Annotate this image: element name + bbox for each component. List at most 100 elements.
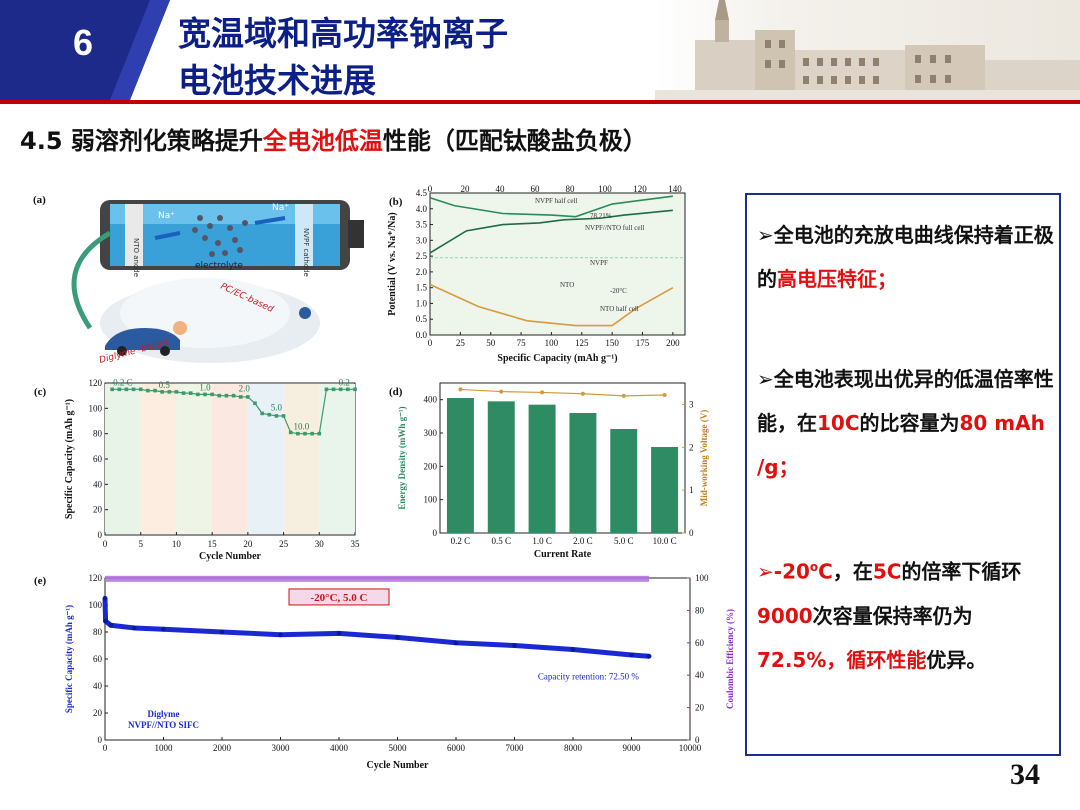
chart-e-capacity-point: [336, 630, 342, 636]
chart-e-xlabel: Cycle Number: [367, 760, 429, 771]
page-title: 宽温域和高功率钠离子 电池技术进展: [178, 10, 508, 104]
chart-e-capacity-point: [570, 647, 576, 652]
chart-d-voltage-point: [662, 393, 667, 397]
chart-b-ytick-label: 1.5: [416, 283, 428, 293]
chart-b-series-1: [429, 195, 673, 218]
section-heading: 4.5 弱溶剂化策略提升全电池低温性能（匹配钛酸盐负极）: [20, 121, 647, 156]
chart-c-xtick-label: 15: [208, 539, 218, 549]
chart-b-annotation: NTO half cell: [600, 305, 639, 313]
bullet3-text-a: ，在: [832, 559, 873, 584]
chart-b-ytick-label: 0.5: [416, 314, 428, 324]
chart-c-point: [246, 395, 250, 399]
bullet3-degree: o: [809, 560, 819, 574]
chart-d-xlabel: Current Rate: [534, 549, 592, 560]
panel-a-schematic: (a) NTO anode NVPF cathode Na⁺ Na⁺ elect…: [30, 188, 380, 363]
chart-c-point: [331, 387, 336, 392]
chart-c-point: [153, 388, 157, 393]
chart-e-y2tick-label: 60: [695, 638, 705, 648]
chart-d-y2tick-label: 0: [689, 528, 694, 538]
chart-d-category-label: 0.2 C: [451, 536, 471, 546]
chart-b-ytick-label: 4.0: [416, 204, 428, 214]
chart-b-top-tick-label: 120: [633, 185, 647, 194]
chart-b-annotation: NVPF half cell: [535, 197, 577, 205]
chart-c-point: [146, 388, 150, 393]
chart-d-y2tick-label: 1: [689, 485, 694, 495]
chart-c-rate-capability: (c) 0 5 10 15 20 25 30 35 0 20 40 60 80 100 120 Cycle Nu…: [30, 375, 375, 565]
chart-e-legend-2: NVPF//NTO SIFC: [128, 720, 199, 730]
chart-d-ytick-label: 200: [424, 461, 438, 471]
chart-c-ytick-label: 0: [98, 530, 103, 540]
chart-d-voltage-line: [460, 388, 665, 397]
chart-b-xtick-label: 200: [666, 338, 680, 348]
chart-b-top-tick-label: 20: [461, 185, 471, 194]
chart-c-point: [238, 395, 243, 399]
chart-c-point: [310, 431, 314, 436]
chart-e-y2label: Coulombic Efficiency (%): [725, 609, 735, 709]
chart-b-ytick-label: 4.5: [416, 188, 428, 198]
chart-c-point: [274, 414, 279, 418]
bullet2-highlight-2: 80 mAh /g；: [757, 411, 1045, 479]
chart-c-point: [324, 387, 329, 392]
chart-e-y2tick-label: 20: [695, 703, 705, 713]
chart-d-ytick-label: 0: [433, 528, 438, 538]
chart-b-top-tick-label: 0: [428, 185, 433, 194]
chart-c-point: [260, 411, 264, 416]
chart-e-xtick-label: 0: [103, 743, 108, 753]
chart-b-xtick-label: 125: [575, 338, 589, 348]
chart-b-annotation: NVPF//NTO full cell: [585, 224, 644, 232]
chart-c-point: [196, 392, 200, 397]
chart-b-top-tick-label: 40: [496, 185, 506, 194]
chart-b-xlabel: Specific Capacity (mAh g⁻¹): [497, 353, 617, 364]
bullet2-text-a: 全电池表现出优异的低温倍率性能，在: [757, 367, 1054, 435]
chart-c-point: [160, 390, 164, 394]
bullet3-highlight-cycles: 9000: [757, 603, 813, 628]
chart-d-voltage-point: [458, 387, 463, 392]
chart-c-point: [267, 412, 272, 417]
chart-e-ytick-label: 80: [93, 627, 103, 637]
chart-c-label: (c): [34, 386, 47, 398]
chart-e-long-cycling: (e)0 1000 2000 3000 4000 5000 6000 7000 8000 9000…: [30, 568, 755, 773]
chart-c-rate-label: 5.0: [271, 403, 283, 413]
chart-e-xtick-label: 8000: [564, 743, 583, 753]
chart-e-condition: -20°C, 5.0 C: [311, 592, 368, 604]
bullet-1: ➢全电池的充放电曲线保持着正极的高电压特征；: [757, 223, 1054, 291]
chart-d-energy-density: (d)0.2 C 0.5 C 1.0 C 2.0 C 5.0 C 10.0 C010020…: [385, 375, 715, 565]
heading-prefix: 4.5 弱溶剂化策略提升: [20, 127, 263, 155]
chart-e-label: (e): [34, 575, 47, 587]
chart-c-xtick-label: 5: [138, 539, 143, 549]
title-line1: 宽温域和高功率钠离子: [178, 14, 508, 53]
chart-b-xtick-label: 0: [428, 338, 433, 348]
chart-d-bar: [446, 398, 474, 533]
chart-b-xtick-label: 175: [636, 338, 650, 348]
chart-e-xtick-label: 1000: [155, 743, 174, 753]
chart-c-rate-label: 1.0: [199, 382, 211, 392]
chart-c-point: [188, 391, 193, 395]
chart-c-xtick-label: 10: [172, 539, 182, 549]
chart-c-rate-label: 0.5: [159, 380, 171, 390]
chart-c-point: [203, 392, 207, 397]
chart-b-label: (b): [389, 196, 403, 208]
chart-c-point: [217, 393, 222, 398]
campus-building-image: [655, 0, 1080, 102]
chart-e-ytick-label: 100: [89, 600, 103, 610]
chart-e-y2tick-label: 100: [695, 573, 709, 583]
chart-e-capacity-point: [278, 632, 283, 638]
chart-e-capacity-line: [102, 598, 650, 659]
chart-c-rate-label: 0.2: [339, 377, 350, 387]
bullet3-highlight-temp: -20: [773, 559, 810, 584]
chart-b-xtick-label: 150: [605, 338, 619, 348]
chart-c-point: [231, 393, 236, 398]
page-number: 34: [1010, 758, 1040, 791]
chart-c-point: [303, 431, 307, 436]
chart-d-label: (d): [389, 386, 403, 398]
chart-c-point: [338, 387, 343, 392]
chart-d-bar: [610, 429, 638, 533]
chart-b-xtick-label: 100: [545, 338, 559, 348]
chart-e-xtick-label: 4000: [330, 743, 349, 753]
chart-d-ytick-label: 400: [424, 395, 438, 405]
chart-e-capacity-point: [161, 626, 166, 632]
chart-c-point: [353, 387, 357, 392]
chart-c-rate-band: [140, 384, 177, 534]
chart-c-ytick-label: 60: [93, 454, 103, 464]
chart-c-ytick-label: 40: [93, 479, 103, 489]
